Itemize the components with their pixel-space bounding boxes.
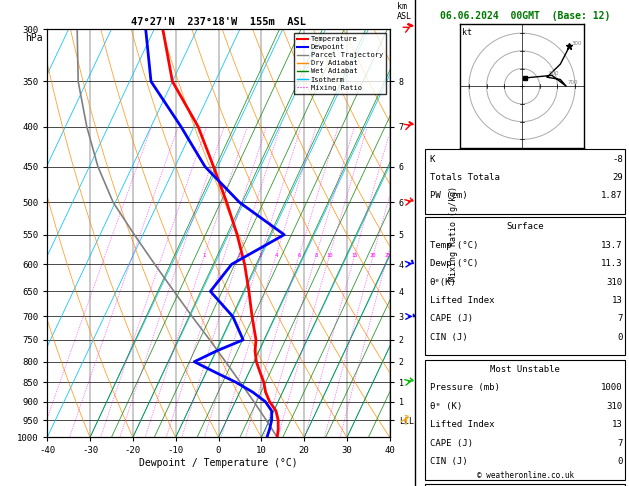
Y-axis label: Mixing Ratio (g/kg): Mixing Ratio (g/kg) xyxy=(448,186,457,281)
Text: Totals Totala: Totals Totala xyxy=(430,173,499,182)
Text: hPa: hPa xyxy=(25,33,43,43)
Text: 7: 7 xyxy=(618,314,623,324)
Text: CAPE (J): CAPE (J) xyxy=(430,314,472,324)
Text: 2: 2 xyxy=(237,253,240,258)
Bar xyxy=(425,149,625,214)
Title: 47°27'N  237°18'W  155m  ASL: 47°27'N 237°18'W 155m ASL xyxy=(131,17,306,27)
Bar xyxy=(425,484,625,486)
Text: 11.3: 11.3 xyxy=(601,259,623,268)
Text: © weatheronline.co.uk: © weatheronline.co.uk xyxy=(477,471,574,480)
Text: Pressure (mb): Pressure (mb) xyxy=(430,383,499,393)
Legend: Temperature, Dewpoint, Parcel Trajectory, Dry Adiabat, Wet Adiabat, Isotherm, Mi: Temperature, Dewpoint, Parcel Trajectory… xyxy=(294,33,386,94)
Text: 13: 13 xyxy=(612,296,623,305)
Text: 8: 8 xyxy=(314,253,318,258)
Text: 300: 300 xyxy=(571,41,582,46)
Text: kt: kt xyxy=(462,28,472,37)
Text: 25: 25 xyxy=(384,253,391,258)
Text: 3: 3 xyxy=(259,253,262,258)
Bar xyxy=(425,217,625,355)
Text: 1.87: 1.87 xyxy=(601,191,623,201)
Text: PW (cm): PW (cm) xyxy=(430,191,467,201)
Text: 15: 15 xyxy=(352,253,358,258)
Text: 310: 310 xyxy=(606,402,623,411)
Text: 06.06.2024  00GMT  (Base: 12): 06.06.2024 00GMT (Base: 12) xyxy=(440,11,610,21)
Text: 0: 0 xyxy=(618,333,623,342)
Text: K: K xyxy=(430,155,435,164)
Text: 4: 4 xyxy=(274,253,278,258)
Text: Surface: Surface xyxy=(506,222,544,231)
Text: km
ASL: km ASL xyxy=(397,1,412,21)
Text: 7: 7 xyxy=(618,439,623,448)
Text: 500: 500 xyxy=(548,71,559,76)
Bar xyxy=(425,360,625,480)
Text: 310: 310 xyxy=(606,278,623,287)
Text: Temp (°C): Temp (°C) xyxy=(430,241,478,250)
Text: 13: 13 xyxy=(612,420,623,430)
Text: 1: 1 xyxy=(203,253,206,258)
Text: 1000: 1000 xyxy=(601,383,623,393)
Text: Most Unstable: Most Unstable xyxy=(490,365,560,374)
X-axis label: Dewpoint / Temperature (°C): Dewpoint / Temperature (°C) xyxy=(139,458,298,468)
Text: 10: 10 xyxy=(326,253,333,258)
Text: 700: 700 xyxy=(568,81,579,86)
Text: Dewp (°C): Dewp (°C) xyxy=(430,259,478,268)
Text: Lifted Index: Lifted Index xyxy=(430,420,494,430)
Text: 0: 0 xyxy=(618,457,623,467)
Text: CAPE (J): CAPE (J) xyxy=(430,439,472,448)
Text: -8: -8 xyxy=(612,155,623,164)
Text: CIN (J): CIN (J) xyxy=(430,333,467,342)
Text: 13.7: 13.7 xyxy=(601,241,623,250)
Text: CIN (J): CIN (J) xyxy=(430,457,467,467)
Text: θᵉ (K): θᵉ (K) xyxy=(430,402,462,411)
Text: Lifted Index: Lifted Index xyxy=(430,296,494,305)
Text: 20: 20 xyxy=(370,253,376,258)
Text: θᵉ(K): θᵉ(K) xyxy=(430,278,457,287)
Text: 6: 6 xyxy=(298,253,301,258)
Text: 29: 29 xyxy=(612,173,623,182)
